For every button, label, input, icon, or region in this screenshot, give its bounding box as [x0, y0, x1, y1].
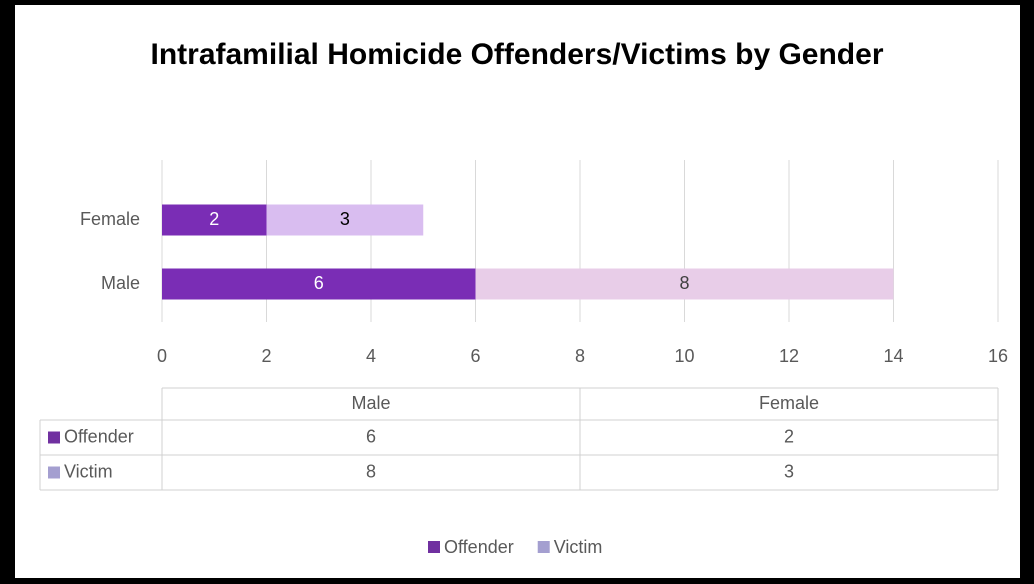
- table-cell: 3: [784, 461, 794, 481]
- y-tick-label: Male: [101, 273, 140, 293]
- table-cell: 2: [784, 426, 794, 446]
- x-tick-label: 10: [674, 346, 694, 366]
- table-cell: 8: [366, 461, 376, 481]
- x-tick-label: 4: [366, 346, 376, 366]
- table-header: Male: [351, 393, 390, 413]
- bar: [266, 204, 424, 236]
- table-row-label: Victim: [64, 461, 113, 481]
- chart-title: Intrafamilial Homicide Offenders/Victims…: [151, 38, 884, 71]
- table-cell: 6: [366, 426, 376, 446]
- legend-label: Victim: [554, 537, 603, 557]
- x-tick-label: 14: [883, 346, 903, 366]
- y-tick-label: Female: [80, 209, 140, 229]
- legend-swatch: [537, 541, 550, 553]
- x-tick-label: 8: [575, 346, 585, 366]
- x-tick-label: 6: [470, 346, 480, 366]
- table-legend-swatch: [48, 466, 60, 479]
- data-label: 6: [314, 273, 324, 293]
- x-tick-label: 16: [988, 346, 1008, 366]
- bar: [162, 268, 476, 300]
- legend-swatch: [428, 541, 440, 553]
- table-row-label: Offender: [64, 426, 134, 446]
- table-legend-swatch: [48, 431, 60, 444]
- bar: [475, 268, 894, 300]
- data-label: 2: [209, 209, 219, 229]
- x-tick-label: 0: [157, 346, 167, 366]
- x-tick-label: 12: [779, 346, 799, 366]
- data-label: 8: [679, 273, 689, 293]
- bar: [162, 204, 267, 236]
- x-tick-label: 2: [261, 346, 271, 366]
- table-header: Female: [759, 393, 819, 413]
- data-label: 3: [340, 209, 350, 229]
- legend-label: Offender: [444, 537, 514, 557]
